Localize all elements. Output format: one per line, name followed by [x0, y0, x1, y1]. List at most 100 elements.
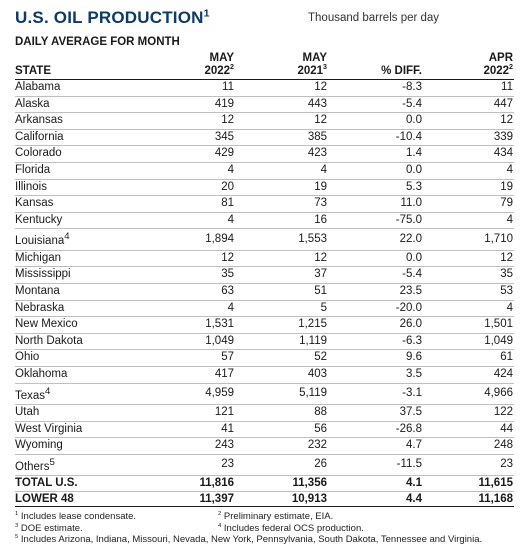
cell-pct-diff: -6.3: [402, 334, 422, 347]
footnote-2-marker: 2: [218, 510, 222, 517]
table-row: North Dakota 1,049 1,119 -6.3 1,049: [15, 333, 514, 350]
cell-may-2021: 88: [314, 405, 327, 418]
state-name: Louisiana: [15, 235, 65, 248]
header-state: STATE: [15, 52, 149, 80]
cell-apr-2022: 1,501: [484, 318, 513, 331]
cell-may-2021: 403: [307, 367, 327, 380]
footnote-row-3: 5 Includes Arizona, Indiana, Missouri, N…: [15, 534, 514, 546]
state-name: Florida: [15, 163, 51, 176]
cell-apr-2022: 434: [493, 147, 513, 160]
cell-may-2022: 121: [214, 405, 234, 418]
cell-apr-2022: 1,710: [484, 232, 513, 245]
cell-may-2021: 385: [307, 130, 327, 143]
footnote-4: 4 Includes federal OCS production.: [218, 523, 364, 535]
table-totals: TOTAL U.S. 11,816 11,356 4.1 11,615 LOWE…: [15, 475, 514, 507]
cell-may-2021: 423: [307, 147, 327, 160]
header-apr-2022: APR 20222: [423, 52, 514, 80]
table-row: Montana 63 51 23.5 53: [15, 283, 514, 301]
state-name-cell: Others5: [15, 454, 149, 475]
table-row: Texas4 4,959 5,119 -3.1 4,966: [15, 383, 514, 405]
cell-apr-2022: 4: [506, 213, 513, 226]
table-row: Mississippi 35 37 -5.4 35: [15, 267, 514, 284]
table-row: Alaska 419 443 -5.4 447: [15, 96, 514, 113]
cell-apr-2022: 1,049: [484, 334, 513, 347]
cell-may-2022: 243: [214, 439, 234, 452]
state-footnote-marker: 4: [64, 231, 70, 243]
state-name: Utah: [15, 405, 40, 418]
header-may-2022-month: MAY: [209, 52, 235, 64]
state-name: Wyoming: [15, 439, 63, 452]
footnote-5-text: Includes Arizona, Indiana, Missouri, Nev…: [20, 534, 483, 546]
title-footnote-marker: 1: [203, 7, 210, 20]
lower48-pct-diff: 4.4: [406, 492, 422, 505]
cell-apr-2022: 424: [493, 367, 513, 380]
cell-may-2022: 12: [221, 114, 234, 127]
cell-pct-diff: -11.5: [396, 458, 422, 471]
footnote-4-text: Includes federal OCS production.: [223, 522, 364, 534]
state-name: Montana: [15, 284, 60, 297]
production-table: STATE MAY 20222 MAY 20213 % DIFF. APR 20222…: [15, 52, 514, 507]
state-name-cell: California: [15, 129, 149, 146]
state-name: Texas: [15, 389, 46, 402]
table-row: Colorado 429 423 1.4 434: [15, 146, 514, 163]
cell-may-2022: 4,959: [205, 386, 234, 399]
total-pct-diff: 4.1: [406, 477, 422, 490]
cell-may-2022: 429: [214, 147, 234, 160]
units-label: Thousand barrels per day: [308, 12, 440, 24]
cell-pct-diff: -5.4: [402, 97, 422, 110]
state-name-cell: New Mexico: [15, 317, 149, 334]
table-row: Wyoming 243 232 4.7 248: [15, 438, 514, 455]
state-name: Ohio: [15, 351, 40, 364]
footnote-3-marker: 3: [15, 522, 19, 529]
cell-may-2021: 37: [314, 268, 327, 281]
cell-pct-diff: -3.1: [402, 386, 422, 399]
state-name: California: [15, 130, 64, 143]
state-name: Colorado: [15, 147, 62, 160]
cell-may-2021: 1,215: [298, 318, 327, 331]
cell-pct-diff: 26.0: [399, 318, 422, 331]
cell-apr-2022: 447: [493, 97, 513, 110]
state-name: Nebraska: [15, 301, 65, 314]
state-name: North Dakota: [15, 334, 83, 347]
footnotes: 1 Includes lease condensate. 2 Prelimina…: [15, 511, 514, 546]
state-name: Illinois: [15, 180, 47, 193]
table-row: California 345 385 -10.4 339: [15, 129, 514, 146]
table-row: Arkansas 12 12 0.0 12: [15, 113, 514, 130]
state-name: Michigan: [15, 251, 62, 264]
lower48-apr-2022: 11,168: [478, 492, 513, 505]
cell-may-2021: 1,553: [298, 232, 327, 245]
footnote-1-text: Includes lease condensate.: [20, 511, 137, 523]
header-pct-diff: % DIFF.: [328, 52, 423, 80]
state-name-cell: West Virginia: [15, 421, 149, 438]
lower48-label: LOWER 48: [15, 492, 74, 505]
state-name-cell: Alaska: [15, 96, 149, 113]
cell-pct-diff: 22.0: [399, 232, 422, 245]
state-name-cell: Texas4: [15, 383, 149, 404]
cell-may-2021: 232: [307, 439, 327, 452]
cell-pct-diff: 9.6: [406, 351, 422, 364]
header-may-2021: MAY 20213: [235, 52, 328, 80]
cell-may-2022: 417: [214, 367, 234, 380]
footnote-5-marker: 5: [15, 533, 19, 540]
table-row: Florida 4 4 0.0 4: [15, 162, 514, 180]
table-row: Ohio 57 52 9.6 61: [15, 350, 514, 367]
cell-pct-diff: -26.8: [395, 422, 422, 435]
header-may-2021-year: 2021: [297, 65, 324, 77]
cell-may-2021: 5: [320, 301, 327, 314]
table-row: Louisiana4 1,894 1,553 22.0 1,710: [15, 229, 514, 251]
cell-may-2022: 345: [214, 130, 234, 143]
cell-apr-2022: 4: [506, 163, 513, 176]
header-may-2021-footnote: 3: [323, 63, 327, 72]
cell-apr-2022: 4: [506, 301, 513, 314]
footnote-5: 5 Includes Arizona, Indiana, Missouri, N…: [15, 534, 482, 546]
footnote-1: 1 Includes lease condensate.: [15, 511, 136, 523]
cell-may-2021: 51: [314, 284, 327, 297]
total-may-2021: 11,356: [292, 477, 327, 490]
table-row: New Mexico 1,531 1,215 26.0 1,501: [15, 317, 514, 334]
cell-apr-2022: 11: [501, 81, 513, 93]
table-body: Alabama 11 12 -8.3 11 Alaska 419 443 -5.4 447 Arka…: [15, 80, 514, 476]
table-row: Oklahoma 417 403 3.5 424: [15, 366, 514, 384]
total-may-2022: 11,816: [199, 477, 234, 490]
state-name: Alaska: [15, 97, 50, 110]
cell-apr-2022: 23: [500, 458, 513, 471]
